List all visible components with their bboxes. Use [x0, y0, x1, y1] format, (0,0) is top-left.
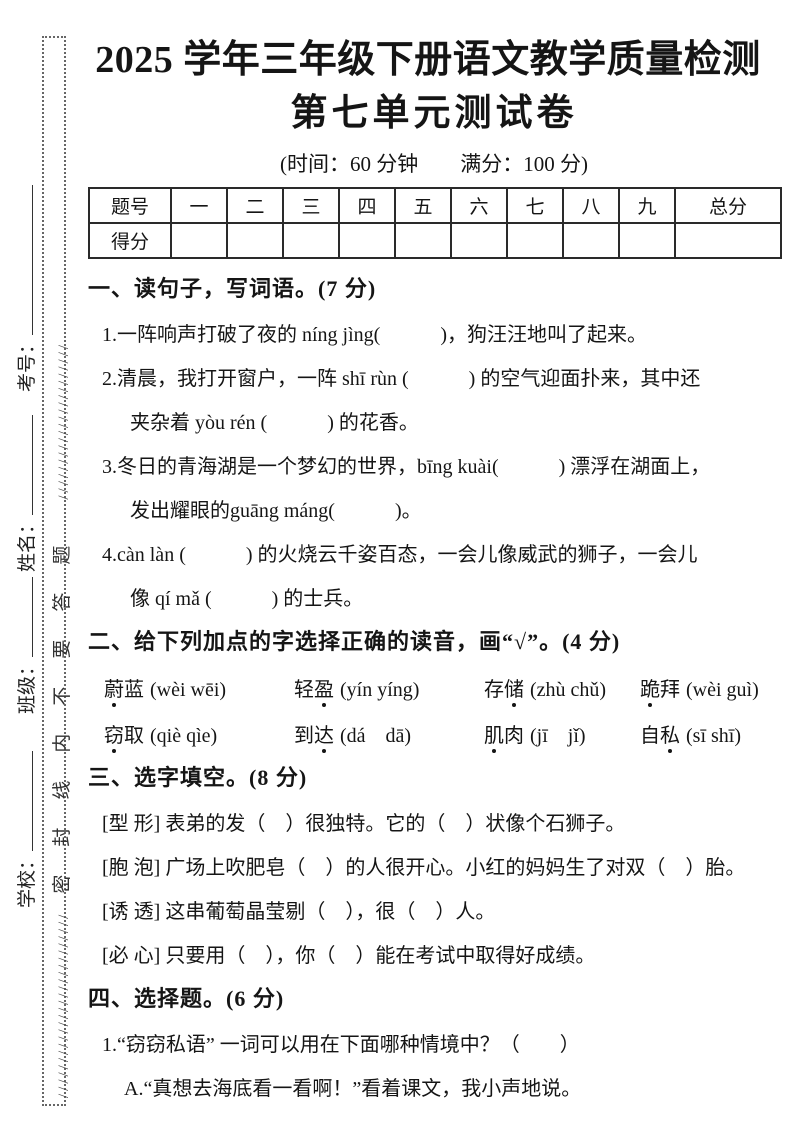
seal-slashes-bottom: ////////////////////////// — [56, 911, 72, 1098]
score-header-cell: 四 — [338, 186, 396, 224]
pronunciation-row: 窃取 (qiè qìe) 到达 (dá dā) 肌肉 (jī jǐ) 自私 (sī sh… — [88, 719, 780, 748]
exam-number-label: 考号： — [17, 334, 38, 392]
class-blank — [12, 576, 33, 657]
score-cell-empty — [394, 221, 452, 259]
exam-number-blank — [12, 184, 33, 335]
pinyin-options: (wèi wēi) — [150, 679, 227, 702]
question-line: 4.càn làn ( ) 的火烧云千姿百态，一会儿像威武的狮子，一会儿 — [102, 543, 698, 566]
question-line-continuation: 发出耀眼的guāng máng( )。 — [130, 499, 422, 522]
score-cell-empty — [506, 221, 564, 259]
question-line-continuation: 夹杂着 yòu rén ( ) 的花香。 — [130, 411, 419, 434]
question-line: 2.清晨，我打开窗户，一阵 shī rùn ( ) 的空气迎面扑来，其中还 — [102, 367, 701, 390]
score-header-cell: 五 — [394, 186, 452, 224]
choice-question-line: 1.“窃窃私语” 一词可以用在下面哪种情境中？（ ） — [102, 1033, 580, 1056]
score-header-cell: 六 — [450, 186, 508, 224]
word-item: 到达 (dá dā) — [294, 725, 412, 748]
score-cell-empty — [674, 221, 782, 259]
pinyin-options: (sī shī) — [686, 725, 741, 748]
question-line: 3.冬日的青海湖是一个梦幻的世界，bīng kuài( ) 漂浮在湖面上， — [102, 455, 711, 478]
pinyin-options: (jī jǐ) — [530, 725, 586, 748]
word-item: 蔚蓝 (wèi wēi) — [104, 679, 227, 702]
score-header-cell: 一 — [170, 186, 228, 224]
fill-in-line: [型 形] 表弟的发（ ）很独特。它的（ ）状像个石狮子。 — [102, 813, 626, 836]
score-table-score-row: 得分 — [88, 221, 782, 259]
main-content: 2025 学年三年级下册语文教学质量检测 第七单元测试卷 (时间：60 分钟 满… — [88, 38, 782, 1102]
class-label: 班级： — [17, 656, 38, 714]
pronunciation-row: 蔚蓝 (wèi wēi) 轻盈 (yín yíng) 存储 (zhù chǔ) 跪拜(… — [88, 673, 780, 702]
student-name-field: 姓名： — [12, 414, 39, 572]
student-name-label: 姓名： — [17, 514, 38, 572]
pinyin-options: (wèi guì) — [686, 679, 759, 702]
pinyin-options: (yín yíng) — [340, 679, 420, 702]
score-table: 题号 一 二 三 四 五 六 七 八 九 总分 得分 — [88, 186, 782, 259]
score-header-cell: 八 — [562, 186, 620, 224]
school-field: 学校： — [12, 750, 39, 908]
score-cell-empty — [618, 221, 676, 259]
word-item: 存储 (zhù chǔ) — [484, 679, 607, 702]
score-cell-empty — [562, 221, 620, 259]
fill-in-line: [必 心] 只要用（ ），你（ ）能在考试中取得好成绩。 — [102, 945, 596, 968]
score-header-cell: 总分 — [674, 186, 782, 224]
school-blank — [12, 750, 33, 851]
question-line: 1.一阵响声打破了夜的 níng jìng( )，狗汪汪地叫了起来。 — [102, 323, 647, 346]
paper-title: 2025 学年三年级下册语文教学质量检测 — [95, 39, 761, 81]
section-2-heading: 二、给下列加点的字选择正确的读音，画“√”。(4 分) — [88, 628, 621, 654]
seal-slashes-top: ////////////////////// — [56, 341, 72, 500]
score-header-cell: 三 — [282, 186, 340, 224]
word-item: 自私 (sī shī) — [640, 725, 741, 748]
score-cell-empty — [282, 221, 340, 259]
exam-number-field: 考号： — [12, 184, 39, 392]
fill-in-line: [诱 透] 这串葡萄晶莹剔（ ），很（ ）人。 — [102, 901, 496, 924]
seal-line-text: ////////////////////////// 密封线内不要答题 //////… — [47, 342, 74, 1098]
word-item: 轻盈 (yín yíng) — [294, 679, 420, 702]
score-table-header-row: 题号 一 二 三 四 五 六 七 八 九 总分 — [88, 186, 782, 224]
seal-border-box — [42, 36, 66, 1106]
section-4-heading: 四、选择题。(6 分) — [88, 986, 285, 1012]
score-header-cell: 二 — [226, 186, 284, 224]
fill-in-line: [胞 泡] 广场上吹肥皂（ ）的人很开心。小红的妈妈生了对双（ ）胎。 — [102, 857, 746, 880]
section-3-heading: 三、选字填空。(8 分) — [88, 765, 308, 791]
score-row-label: 得分 — [88, 221, 172, 259]
pinyin-options: (qiè qìe) — [150, 725, 218, 748]
choice-option-a: A.“真想去海底看一看啊！”看着课文，我小声地说。 — [124, 1077, 582, 1100]
score-cell-empty — [226, 221, 284, 259]
question-line-continuation: 像 qí mǎ ( ) 的士兵。 — [130, 587, 364, 610]
score-header-cell: 七 — [506, 186, 564, 224]
score-cell-empty — [170, 221, 228, 259]
score-header-cell: 题号 — [88, 186, 172, 224]
pinyin-options: (zhù chǔ) — [530, 679, 607, 702]
school-label: 学校： — [17, 850, 38, 908]
time-score-info: (时间：60 分钟 满分：100 分) — [280, 151, 588, 176]
score-header-cell: 九 — [618, 186, 676, 224]
score-cell-empty — [450, 221, 508, 259]
score-cell-empty — [338, 221, 396, 259]
seal-text: 密封线内不要答题 — [52, 517, 73, 894]
pinyin-options: (dá dā) — [340, 725, 412, 748]
student-name-blank — [12, 414, 33, 515]
word-item: 窃取 (qiè qìe) — [104, 725, 218, 748]
class-field: 班级： — [12, 576, 39, 714]
word-item: 肌肉 (jī jǐ) — [484, 725, 586, 748]
paper-subtitle: 第七单元测试卷 — [290, 92, 578, 134]
word-item: 跪拜 (wèi guì) — [640, 679, 759, 702]
section-1-heading: 一、读句子，写词语。(7 分) — [88, 275, 377, 301]
